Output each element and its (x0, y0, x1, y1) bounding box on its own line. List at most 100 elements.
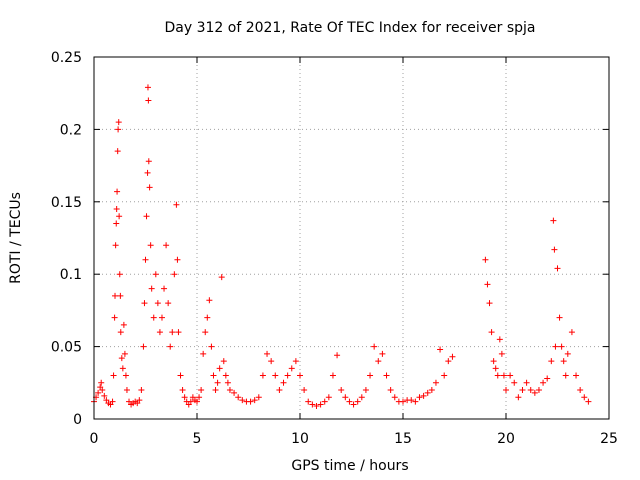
data-point (117, 292, 124, 299)
data-point (101, 392, 108, 399)
data-point (301, 387, 308, 394)
data-point (224, 379, 231, 386)
data-point (577, 387, 584, 394)
grid-lines (94, 57, 609, 419)
data-point (400, 398, 406, 405)
data-point (208, 343, 215, 350)
data-point (523, 379, 530, 386)
data-point (204, 314, 211, 321)
data-point (490, 358, 497, 365)
data-point (540, 379, 547, 386)
data-point (500, 372, 507, 379)
data-point (535, 387, 542, 394)
data-point (113, 206, 120, 213)
data-point (239, 397, 246, 404)
data-point (379, 350, 386, 357)
data-point (515, 394, 522, 401)
data-point (99, 387, 106, 394)
data-point (147, 242, 154, 249)
data-point (140, 343, 147, 350)
data-point (511, 379, 518, 386)
data-point (255, 394, 262, 401)
data-point (194, 398, 200, 405)
data-point (119, 365, 126, 372)
y-tick-label: 0.25 (51, 50, 82, 66)
data-point (354, 398, 361, 405)
x-tick-label: 5 (193, 431, 202, 447)
y-tick-label: 0 (73, 412, 82, 428)
y-tick-label: 0.15 (51, 195, 82, 211)
data-point (387, 387, 394, 394)
data-point (222, 372, 229, 379)
data-point (350, 401, 357, 408)
x-tick-label: 15 (394, 431, 412, 447)
data-point (150, 314, 157, 321)
data-point (554, 265, 561, 272)
data-point (297, 372, 303, 379)
data-point (165, 300, 172, 307)
data-point (114, 188, 121, 195)
data-point (268, 358, 275, 365)
data-point (216, 365, 223, 372)
data-point (142, 256, 149, 263)
data-point (163, 242, 170, 249)
data-point (116, 213, 123, 220)
data-point (367, 372, 374, 379)
data-point (206, 297, 213, 304)
y-tick-labels: 0 0.05 0.1 0.15 0.2 0.25 (51, 50, 82, 428)
x-tick-label: 20 (497, 431, 515, 447)
data-point (235, 394, 242, 401)
data-point (158, 314, 165, 321)
data-point (112, 242, 119, 249)
data-point (220, 358, 227, 365)
data-point (550, 217, 557, 224)
data-point (264, 350, 271, 357)
data-point (371, 343, 378, 350)
data-point (156, 329, 163, 336)
data-point (259, 372, 266, 379)
data-point (544, 375, 551, 382)
data-point (551, 246, 558, 253)
data-point (560, 358, 567, 365)
data-point (321, 398, 328, 405)
y-axis-label: ROTI / TECUs (8, 192, 24, 284)
data-point (564, 350, 571, 357)
axis-ticks (93, 56, 610, 420)
data-point (173, 201, 180, 208)
data-point (325, 394, 332, 401)
data-point (110, 372, 117, 379)
data-point (548, 358, 555, 365)
data-point (111, 314, 118, 321)
data-point (329, 372, 336, 379)
data-point (496, 336, 503, 343)
data-point (486, 300, 493, 307)
x-axis-label: GPS time / hours (291, 458, 408, 474)
data-point (116, 271, 123, 278)
data-point (198, 387, 205, 394)
data-point (174, 256, 181, 263)
data-point (144, 169, 151, 176)
data-point (445, 358, 452, 365)
data-point (179, 387, 186, 394)
data-point (247, 398, 254, 405)
data-point (112, 292, 119, 299)
data-point (169, 329, 176, 336)
data-point (556, 314, 563, 321)
data-point (109, 398, 116, 405)
x-tick-label: 10 (291, 431, 309, 447)
data-point (437, 346, 444, 353)
data-point (152, 271, 159, 278)
data-point (171, 271, 178, 278)
data-point (482, 256, 489, 263)
data-point (362, 387, 369, 394)
data-point (484, 281, 491, 288)
data-point (146, 184, 153, 191)
data-point (558, 343, 565, 350)
data-point (441, 372, 448, 379)
data-point (123, 387, 130, 394)
data-point (251, 397, 258, 404)
data-point (136, 397, 143, 404)
x-tick-labels: 0 5 10 15 20 25 (90, 431, 618, 447)
data-point (118, 355, 125, 362)
data-point (272, 372, 279, 379)
